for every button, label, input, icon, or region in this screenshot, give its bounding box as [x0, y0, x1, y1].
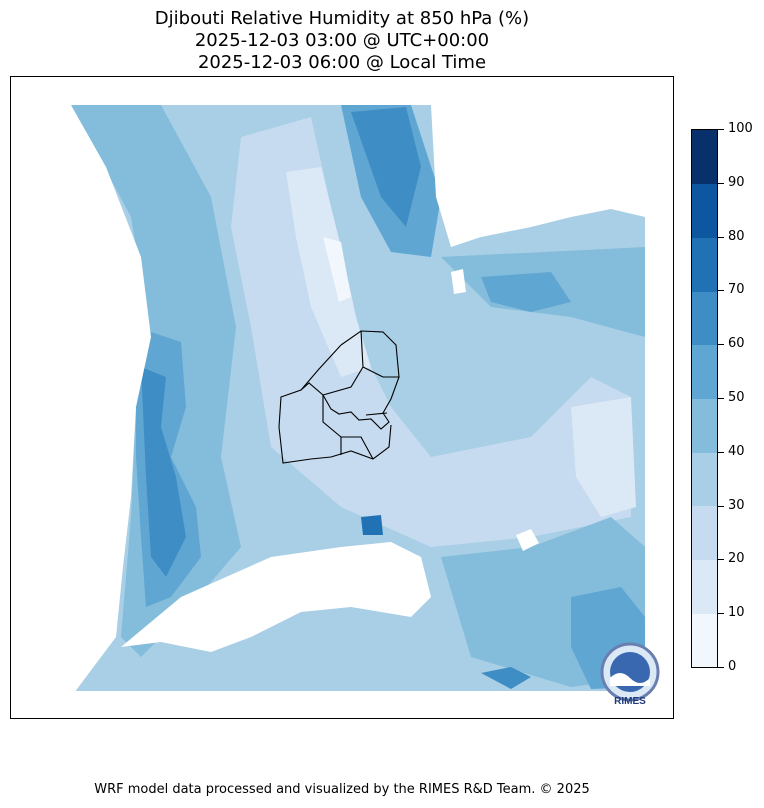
map-panel [10, 76, 674, 719]
utc-time: 2025-12-03 03:00 @ UTC+00:00 [194, 30, 490, 51]
field-northeast-darker [351, 107, 421, 227]
colorbar-segment [692, 183, 717, 238]
colorbar-segment [692, 398, 717, 453]
humidity-map [11, 77, 673, 718]
nodata-west [11, 77, 151, 718]
colorbar-tick-label: 80 [728, 228, 745, 244]
colorbar-tick [718, 182, 724, 184]
colorbar-tick [718, 667, 724, 668]
colorbar-segment [692, 452, 717, 507]
colorbar-tick-label: 70 [728, 282, 745, 298]
colorbar-segment [692, 291, 717, 346]
colorbar-tick [718, 236, 724, 238]
nodata-northeast [431, 105, 645, 247]
field-east-dark [481, 272, 571, 312]
field-west-darkest [141, 367, 186, 577]
colorbar-segment [692, 344, 717, 400]
colorbar-segment [692, 505, 717, 561]
local-time: 2025-12-03 06:00 @ Local Time [197, 52, 487, 73]
field-spot-dark [361, 515, 383, 535]
colorbar-tick [718, 129, 724, 130]
colorbar-tick-label: 50 [728, 390, 745, 405]
nodata-island [451, 269, 466, 294]
colorbar [691, 129, 718, 668]
colorbar-tick-label: 0 [728, 659, 737, 674]
logo-wave [610, 673, 650, 686]
colorbar-segment [692, 237, 717, 292]
logo-text: RIMES [614, 696, 646, 707]
colorbar-tick-label: 60 [728, 336, 745, 352]
colorbar-tick [718, 451, 724, 453]
colorbar-segment [692, 130, 717, 185]
nodata-gulf-east [516, 529, 539, 551]
colorbar-tick-label: 20 [728, 551, 745, 567]
djibouti-border [278, 330, 400, 464]
colorbar-tick [718, 398, 724, 399]
colorbar-tick [718, 613, 724, 615]
colorbar-tick [718, 559, 724, 561]
nodata-bottom [11, 691, 673, 718]
rimes-logo: RIMES [598, 642, 662, 708]
colorbar-tick-label: 30 [728, 497, 745, 513]
field-east-light [571, 397, 636, 517]
nodata-gulf-west [121, 542, 431, 652]
field-central-lightest [323, 237, 351, 302]
colorbar-tick-label: 100 [728, 121, 753, 136]
colorbar-tick-label: 10 [728, 605, 745, 621]
colorbar-tick-label: 90 [728, 174, 745, 190]
field-central-lighter [286, 167, 371, 377]
colorbar-tick [718, 290, 724, 292]
nodata-north [11, 77, 673, 105]
footer-credit: WRF model data processed and visualized … [94, 782, 590, 797]
nodata-east [645, 77, 673, 718]
field-south-darkest [481, 667, 531, 689]
colorbar-tick [718, 505, 724, 507]
colorbar-segment [692, 613, 717, 667]
colorbar-tick [718, 344, 724, 346]
colorbar-segment [692, 559, 717, 614]
map-title: Djibouti Relative Humidity at 850 hPa (%… [154, 8, 530, 29]
colorbar-tick-label: 40 [728, 443, 745, 459]
